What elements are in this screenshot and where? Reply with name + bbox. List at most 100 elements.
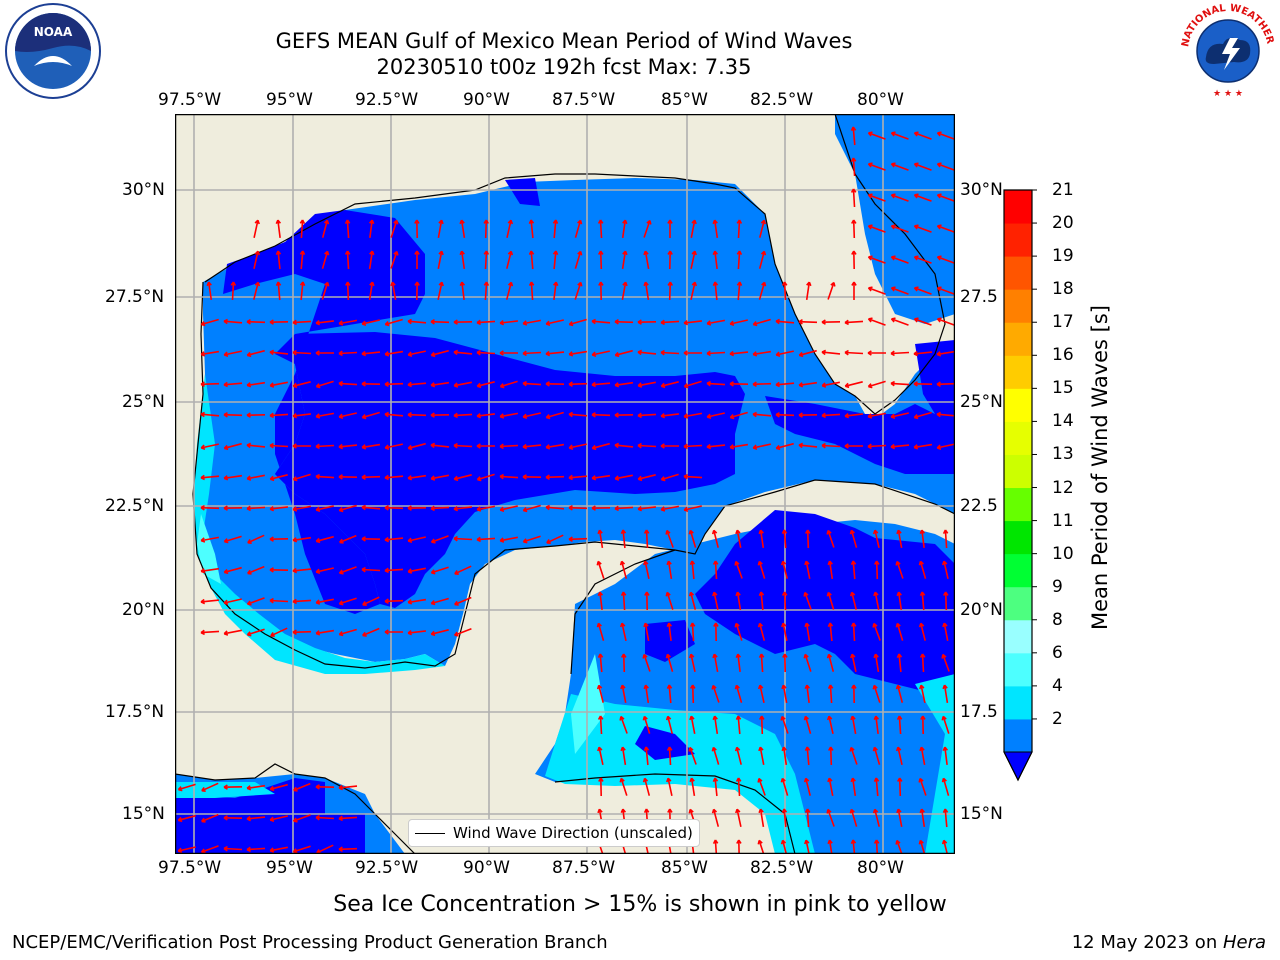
wave-arrow-head [614,351,620,358]
wave-arrow-head [200,848,206,854]
wave-arrow-head [292,567,298,574]
wave-arrow-head [614,442,620,449]
wave-arrow-head [872,622,878,628]
wave-arrow [735,685,743,703]
wave-arrow-head [637,442,642,449]
wave-arrow [714,560,718,580]
wave-arrow-head [896,529,902,535]
wave-arrow-head [758,591,765,597]
wave-arrow-head [507,219,514,225]
colorbar-segment [1004,256,1032,290]
wave-arrow-head [528,250,535,255]
wave-arrow-head [872,684,878,690]
wave-arrow-head [292,817,298,823]
wave-arrow [476,351,496,355]
wave-arrow-head [712,560,719,565]
wave-arrow [223,474,243,480]
wave-arrow-head [660,443,665,449]
wave-arrow-head [798,442,804,449]
wave-arrow-head [890,413,896,420]
wave-arrow-head [666,777,672,783]
wave-arrow [920,623,926,641]
wave-arrow [407,320,427,324]
wave-arrow-head [850,560,857,565]
wave-arrow [645,529,649,549]
wave-arrow [661,413,679,417]
wave-arrow-head [315,814,320,821]
lon-label-bottom: 90°W [463,858,510,878]
wave-arrow [246,847,266,851]
wave-arrow [598,685,604,703]
wave-arrow-head [430,442,436,449]
wave-arrow-head [806,281,812,287]
wave-arrow-head [643,281,649,287]
lon-label-top: 80°W [857,90,904,110]
wave-arrow-head [598,777,604,782]
wave-arrow-head [430,569,436,575]
wave-arrow-head [713,622,719,627]
wave-arrow [224,535,242,543]
wave-arrow [852,157,856,177]
wave-arrow-head [315,443,320,450]
wave-arrow [545,351,565,355]
wave-arrow-head [407,537,413,544]
wave-arrow [668,281,672,301]
wave-arrow [730,411,748,419]
wave-arrow-head [873,653,879,659]
wave-arrow [776,350,794,356]
wave-arrow-head [757,777,763,783]
wave-arrow-head [315,350,320,356]
wave-arrow [729,351,749,355]
wave-arrow-head [206,281,212,287]
colorbar-segment [1004,652,1032,687]
wave-arrow-head [941,777,947,783]
wave-arrow [270,506,288,510]
lon-label-bottom: 92.5°W [355,858,419,878]
wave-arrow-head [688,653,695,659]
wave-arrow-head [246,505,251,512]
colorbar-tick-label: 12 [1052,477,1074,498]
wave-arrow-head [706,380,711,387]
wave-arrow [690,251,696,269]
wave-arrow [919,561,927,579]
wave-arrow-head [637,505,643,512]
wave-arrow-head [619,622,626,628]
wave-arrow [200,630,220,634]
wave-arrow-head [913,131,919,137]
wave-arrow-head [384,411,389,418]
wave-arrow [224,442,242,450]
wave-arrow-head [483,281,490,286]
wave-arrow [621,746,627,766]
title-line-2: 20230510 t00z 192h fcst Max: 7.35 [376,55,752,79]
wave-arrow-head [292,598,297,605]
wave-arrow-head [942,622,948,628]
lat-label-right: 25°N [960,392,1003,412]
wave-arrow [804,654,812,672]
wave-arrow [384,475,404,479]
wave-arrow [293,814,311,822]
chart-title: GEFS MEAN Gulf of Mexico Mean Period of … [164,28,964,80]
wave-arrow-head [324,250,330,256]
wave-arrow-head [867,350,872,356]
wave-arrow-head [545,414,551,420]
wave-arrow-head [941,839,948,845]
wave-arrow [805,281,811,301]
colorbar-tick-label: 17 [1052,312,1074,333]
wave-arrow-head [430,351,436,358]
wave-arrow [384,506,404,510]
wave-arrow-head [941,653,947,659]
wave-arrow [775,382,795,386]
wave-arrow [574,220,582,238]
wave-arrow [868,194,886,202]
wave-arrow [683,444,703,448]
lat-label-right: 20°N [960,600,1003,620]
wave-arrow-head [275,219,282,225]
wave-arrow-head [338,569,344,575]
colorbar-tick-label: 18 [1052,279,1074,300]
wave-arrow [890,382,910,386]
wave-arrow-head [292,848,298,854]
wave-arrow-head [660,382,666,389]
wave-arrow-head [637,319,642,325]
wave-arrow-head [844,319,849,326]
wave-arrow [385,318,403,326]
